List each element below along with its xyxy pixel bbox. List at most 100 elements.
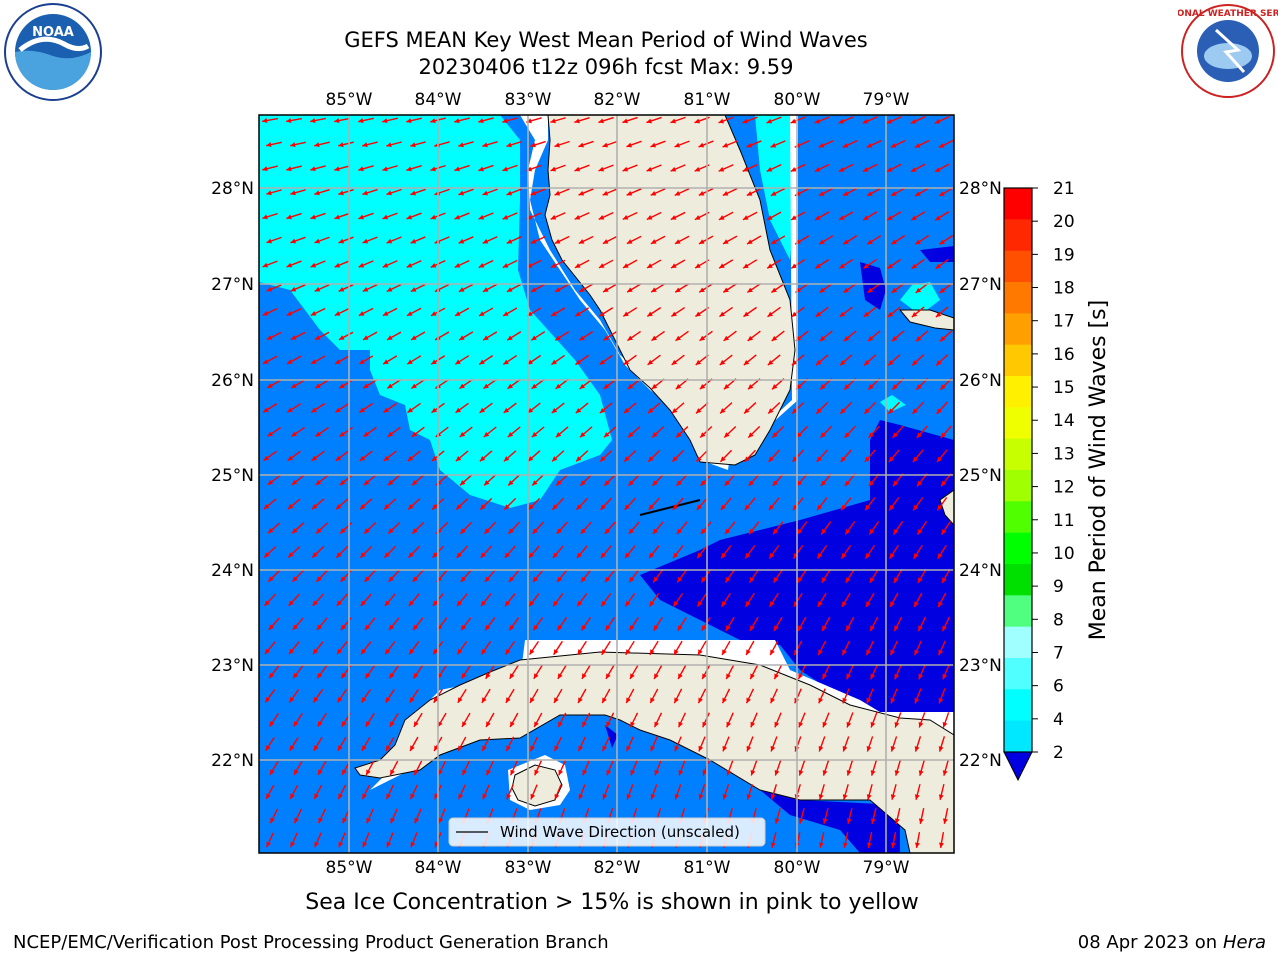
wave-arrow bbox=[677, 664, 687, 680]
wave-arrow bbox=[700, 473, 712, 487]
lat-label-right: 28°N bbox=[959, 179, 1002, 199]
wave-arrow bbox=[262, 308, 278, 316]
wave-arrow bbox=[671, 449, 685, 463]
colorbar-tick-label: 18 bbox=[1053, 279, 1075, 299]
wave-arrow bbox=[411, 474, 425, 486]
wave-arrow bbox=[288, 689, 300, 703]
lat-label-right: 26°N bbox=[959, 371, 1002, 391]
wave-arrow bbox=[551, 402, 565, 414]
wave-arrow bbox=[360, 593, 372, 607]
wave-arrow bbox=[818, 736, 826, 752]
wave-arrow bbox=[842, 832, 849, 848]
wave-arrow bbox=[646, 307, 662, 317]
wave-arrow bbox=[677, 616, 687, 632]
lat-label-left: 26°N bbox=[211, 371, 254, 391]
noaa-logo: NOAA bbox=[4, 3, 102, 101]
wave-arrow bbox=[698, 784, 706, 800]
wave-arrow bbox=[818, 688, 826, 704]
wave-arrow bbox=[797, 616, 807, 632]
wave-arrow bbox=[598, 212, 614, 220]
wave-arrow bbox=[387, 474, 401, 486]
lat-label-right: 24°N bbox=[959, 561, 1002, 581]
wave-arrow bbox=[554, 140, 570, 148]
wave-arrow bbox=[290, 832, 298, 848]
wave-arrow bbox=[815, 354, 829, 366]
wave-arrow bbox=[842, 784, 849, 800]
colorbar-segment bbox=[1004, 376, 1032, 408]
wave-arrow bbox=[673, 640, 683, 656]
wave-arrow bbox=[266, 426, 282, 438]
lat-label-left: 23°N bbox=[211, 656, 254, 676]
wave-arrow bbox=[791, 354, 805, 366]
wave-arrow bbox=[936, 401, 948, 415]
wave-arrow bbox=[910, 211, 926, 221]
wave-arrow bbox=[310, 355, 326, 365]
wave-arrow bbox=[820, 521, 832, 535]
wave-arrow bbox=[942, 664, 950, 680]
wave-arrow bbox=[627, 426, 641, 438]
wave-arrow bbox=[869, 568, 879, 584]
wave-arrow bbox=[918, 712, 926, 728]
wave-arrow bbox=[556, 569, 568, 583]
wave-arrow bbox=[482, 236, 498, 244]
wave-arrow bbox=[315, 426, 329, 438]
wave-arrow bbox=[819, 282, 833, 294]
wave-arrow bbox=[626, 188, 642, 196]
wave-arrow bbox=[695, 449, 709, 463]
lon-label-bottom: 82°W bbox=[594, 858, 641, 878]
wave-arrow bbox=[386, 188, 402, 196]
colorbar-segment bbox=[1004, 438, 1032, 471]
wave-arrow bbox=[653, 664, 663, 680]
wave-arrow bbox=[866, 235, 882, 245]
wave-arrow bbox=[334, 117, 350, 124]
wave-arrow bbox=[746, 235, 762, 245]
wave-arrow bbox=[557, 712, 567, 728]
wave-arrow bbox=[410, 832, 418, 848]
wave-arrow bbox=[530, 235, 546, 245]
wave-arrow bbox=[814, 211, 830, 221]
wave-arrow bbox=[406, 355, 422, 365]
wave-arrow bbox=[867, 282, 881, 294]
wave-arrow bbox=[742, 259, 758, 269]
wave-arrow bbox=[267, 569, 281, 583]
wave-arrow bbox=[314, 379, 330, 389]
wave-arrow bbox=[844, 425, 856, 439]
wave-arrow bbox=[289, 736, 299, 752]
wave-arrow bbox=[413, 760, 423, 776]
wave-arrow bbox=[718, 116, 734, 124]
colorbar-segment bbox=[1004, 188, 1032, 220]
wave-arrow bbox=[311, 450, 325, 462]
wave-arrow bbox=[626, 140, 642, 148]
wave-arrow bbox=[530, 331, 546, 341]
wave-arrow bbox=[651, 426, 665, 438]
wave-arrow bbox=[457, 688, 467, 704]
wave-arrow bbox=[797, 664, 807, 680]
wave-arrow bbox=[771, 330, 785, 342]
wave-arrow bbox=[478, 164, 494, 172]
wave-arrow bbox=[770, 282, 786, 294]
wave-arrow bbox=[769, 640, 779, 656]
wave-arrow bbox=[816, 497, 828, 511]
wave-arrow bbox=[438, 808, 446, 824]
wave-arrow bbox=[842, 235, 858, 245]
colorbar-tick-label: 12 bbox=[1053, 478, 1075, 498]
wave-arrow bbox=[646, 211, 662, 221]
wave-arrow bbox=[838, 211, 854, 221]
wave-arrow bbox=[846, 760, 854, 776]
wave-arrow bbox=[336, 593, 348, 607]
wave-arrow bbox=[842, 187, 858, 197]
wave-arrow bbox=[914, 784, 921, 800]
wave-arrow bbox=[509, 760, 519, 776]
wave-arrow bbox=[482, 784, 490, 800]
wave-arrow bbox=[314, 284, 330, 292]
wave-arrow bbox=[748, 473, 760, 487]
wave-arrow bbox=[338, 832, 346, 848]
wave-arrow bbox=[315, 474, 329, 486]
wave-arrow bbox=[364, 569, 376, 583]
wave-arrow bbox=[507, 474, 521, 486]
colorbar-segment bbox=[1004, 626, 1032, 659]
wave-arrow bbox=[722, 140, 738, 148]
wave-arrow bbox=[887, 258, 901, 270]
wave-arrow bbox=[935, 354, 949, 366]
wave-arrow bbox=[893, 568, 903, 584]
